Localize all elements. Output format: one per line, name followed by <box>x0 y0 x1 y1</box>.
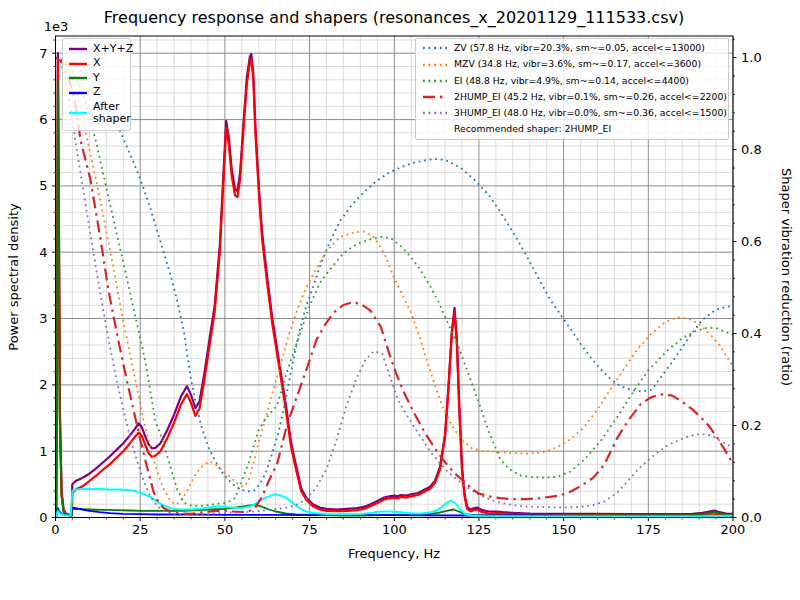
legend-swatch-z <box>68 90 88 96</box>
legend-swatch-2hump_ei <box>422 94 448 100</box>
y-left-offset-label: 1e3 <box>44 19 69 34</box>
legend-psd-label: X+Y+Z <box>93 43 133 56</box>
svg-text:0.4: 0.4 <box>741 326 762 341</box>
legend-shaper-item: 3HUMP_EI (48.0 Hz, vibr=0.0%, sm~=0.36, … <box>422 108 722 119</box>
legend-shaper-label: EI (48.8 Hz, vibr=4.9%, sm~=0.14, accel<… <box>454 76 689 87</box>
svg-text:50: 50 <box>217 522 234 537</box>
svg-text:100: 100 <box>382 522 407 537</box>
legend-psd-label: After shaper <box>93 101 131 126</box>
y-axis-left-label: Power spectral density <box>6 203 21 351</box>
svg-text:25: 25 <box>132 522 149 537</box>
legend-psd-item: Y <box>68 72 125 85</box>
svg-text:1.0: 1.0 <box>741 50 762 65</box>
svg-text:0.8: 0.8 <box>741 142 762 157</box>
legend-shaper-label: ZV (57.8 Hz, vibr=20.3%, sm~=0.05, accel… <box>454 43 705 54</box>
svg-text:6: 6 <box>39 112 47 127</box>
legend-shaper-label: MZV (34.8 Hz, vibr=3.6%, sm~=0.17, accel… <box>454 59 701 70</box>
svg-text:3: 3 <box>39 311 47 326</box>
legend-shaper-item: EI (48.8 Hz, vibr=4.9%, sm~=0.14, accel<… <box>422 76 722 87</box>
legend-swatch-y <box>68 75 88 81</box>
svg-text:0: 0 <box>39 510 47 525</box>
legend-psd-item: After shaper <box>68 101 125 126</box>
legend-swatch-ei <box>422 78 448 84</box>
recommended-shaper-label: Recommended shaper: 2HUMP_EI <box>454 124 611 135</box>
legend-psd-item: X+Y+Z <box>68 43 125 56</box>
chart-title: Frequency response and shapers (resonanc… <box>104 8 684 28</box>
svg-text:0.6: 0.6 <box>741 234 762 249</box>
svg-text:4: 4 <box>39 245 47 260</box>
svg-text:150: 150 <box>551 522 576 537</box>
svg-text:175: 175 <box>636 522 661 537</box>
legend-shaper-label: 2HUMP_EI (45.2 Hz, vibr=0.1%, sm~=0.26, … <box>454 92 727 103</box>
legend-swatch-zv <box>422 45 448 51</box>
legend-shaper-item: ZV (57.8 Hz, vibr=20.3%, sm~=0.05, accel… <box>422 43 722 54</box>
svg-text:0: 0 <box>51 522 59 537</box>
legend-psd-label: X <box>93 57 101 70</box>
legend-swatch-3hump_ei <box>422 110 448 116</box>
x-axis-label: Frequency, Hz <box>348 546 440 561</box>
svg-text:2: 2 <box>39 377 47 392</box>
legend-shaper-item: MZV (34.8 Hz, vibr=3.6%, sm~=0.17, accel… <box>422 59 722 70</box>
legend-swatch-after shaper <box>68 110 88 116</box>
legend-swatch-x <box>68 61 88 67</box>
svg-text:1: 1 <box>39 444 47 459</box>
legend-psd-label: Y <box>93 72 100 85</box>
legend-psd: X+Y+ZXYZ After shaper <box>62 38 131 131</box>
svg-text:75: 75 <box>301 522 318 537</box>
legend-shapers: ZV (57.8 Hz, vibr=20.3%, sm~=0.05, accel… <box>415 38 729 140</box>
svg-text:0.0: 0.0 <box>741 510 762 525</box>
legend-psd-item: X <box>68 57 125 70</box>
legend-swatch-mzv <box>422 62 448 68</box>
legend-shaper-label: 3HUMP_EI (48.0 Hz, vibr=0.0%, sm~=0.36, … <box>454 108 727 119</box>
legend-shaper-footer: Recommended shaper: 2HUMP_EI <box>422 124 722 135</box>
legend-psd-item: Z <box>68 86 125 99</box>
svg-text:7: 7 <box>39 46 47 61</box>
svg-text:125: 125 <box>466 522 491 537</box>
y-axis-right-label: Shaper vibration reduction (ratio) <box>779 168 794 386</box>
svg-text:5: 5 <box>39 178 47 193</box>
legend-psd-label: Z <box>93 86 101 99</box>
legend-swatch-x+y+z <box>68 46 88 52</box>
legend-shaper-item: 2HUMP_EI (45.2 Hz, vibr=0.1%, sm~=0.26, … <box>422 92 722 103</box>
svg-text:0.2: 0.2 <box>741 418 762 433</box>
figure: 0255075100125150175200012345670.00.20.40… <box>0 0 800 600</box>
